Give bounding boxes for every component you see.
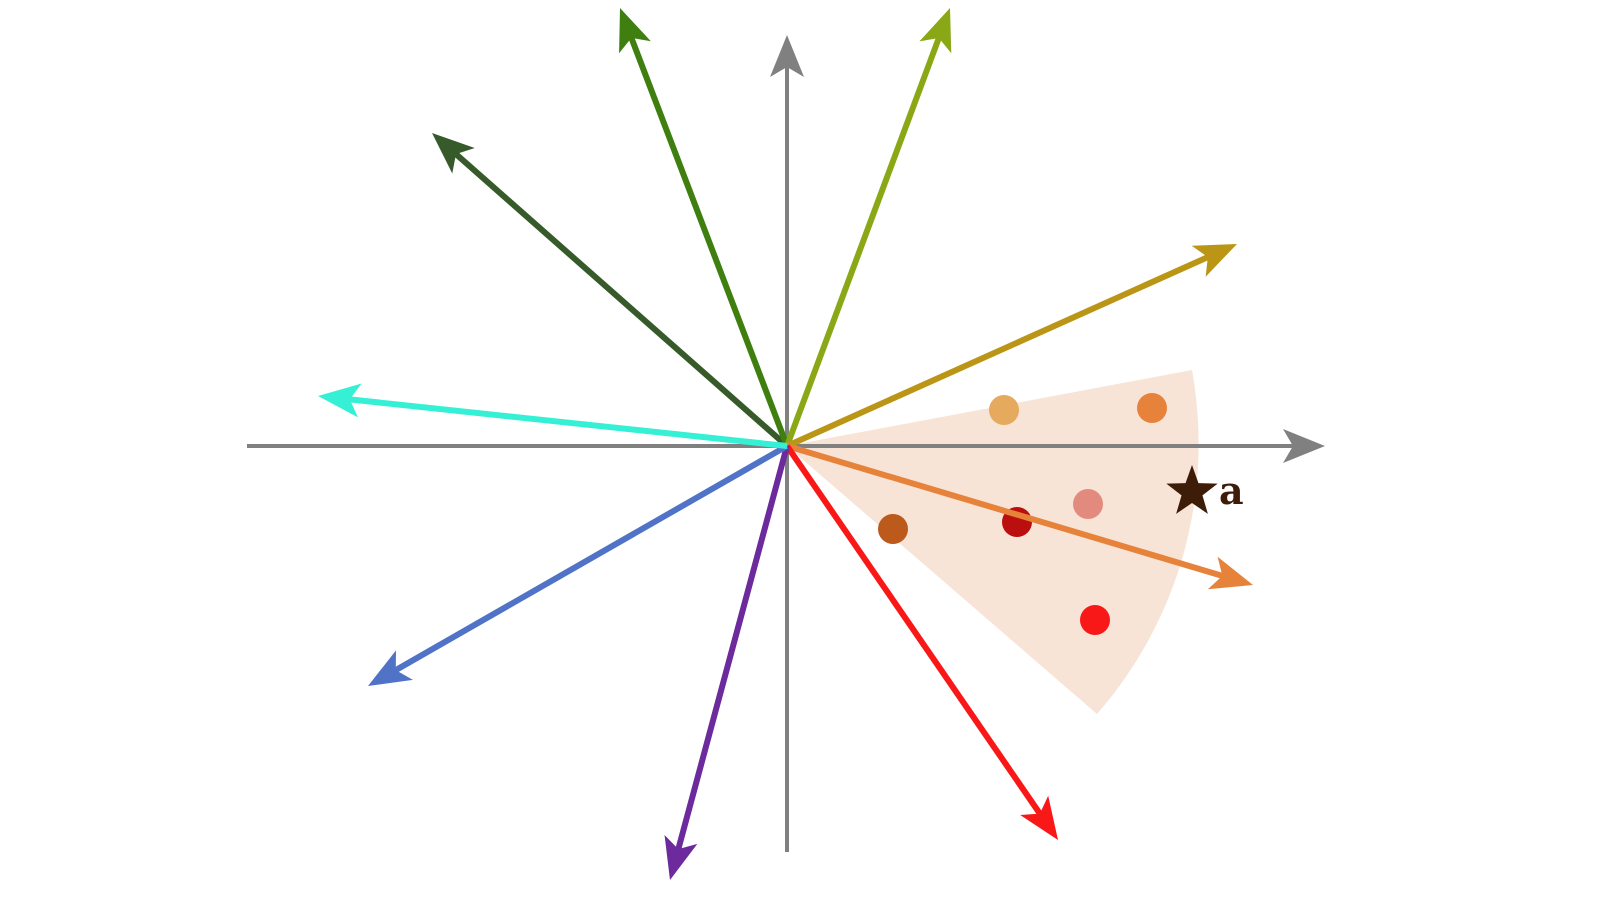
x-axis-arrow-arrowhead <box>1283 429 1325 463</box>
data-point <box>1137 393 1167 423</box>
vector-orange <box>786 443 1253 590</box>
vector-dark-green <box>432 133 789 449</box>
data-points <box>878 393 1167 635</box>
vector-orange-arrowhead <box>1207 556 1253 590</box>
vector-orange-shaft <box>786 443 1224 579</box>
vector-cyan-shaft <box>349 396 788 449</box>
vector-dark-green-arrowhead <box>432 133 475 174</box>
vector-blue <box>368 443 789 686</box>
vector-green <box>619 8 790 448</box>
vector-gold <box>785 244 1237 449</box>
x-axis-arrow <box>1283 429 1325 463</box>
vector-yellow-green <box>784 8 952 448</box>
data-point <box>1080 605 1110 635</box>
vector-yellow-green-arrowhead <box>919 8 952 54</box>
vector-yellow-green-shaft <box>784 36 942 448</box>
vector-green-arrowhead <box>619 8 651 54</box>
vector-cyan <box>318 383 788 449</box>
vectors <box>318 8 1253 880</box>
vector-red-arrowhead <box>1020 795 1058 840</box>
vector-blue-shaft <box>394 443 789 673</box>
vector-gold-arrowhead <box>1191 244 1237 277</box>
vector-purple <box>664 445 790 880</box>
data-point <box>989 395 1019 425</box>
y-axis-arrow-arrowhead <box>770 35 804 77</box>
vector-purple-shaft <box>675 445 790 850</box>
vector-purple-arrowhead <box>664 835 698 880</box>
data-point <box>878 514 908 544</box>
vector-cyan-arrowhead <box>318 383 362 418</box>
data-point <box>1073 489 1103 519</box>
vector-gold-shaft <box>785 254 1210 449</box>
star-label: a <box>1219 468 1244 513</box>
star-icon <box>1166 465 1218 514</box>
vector-red-shaft <box>784 444 1043 816</box>
star-marker: a <box>1166 465 1244 514</box>
vector-blue-arrowhead <box>368 650 413 686</box>
shaded-wedge-region <box>787 370 1199 714</box>
vector-dark-green-shaft <box>454 151 789 449</box>
vector-red <box>784 444 1058 840</box>
vector-green-shaft <box>628 36 790 448</box>
y-axis-arrow <box>770 35 804 77</box>
